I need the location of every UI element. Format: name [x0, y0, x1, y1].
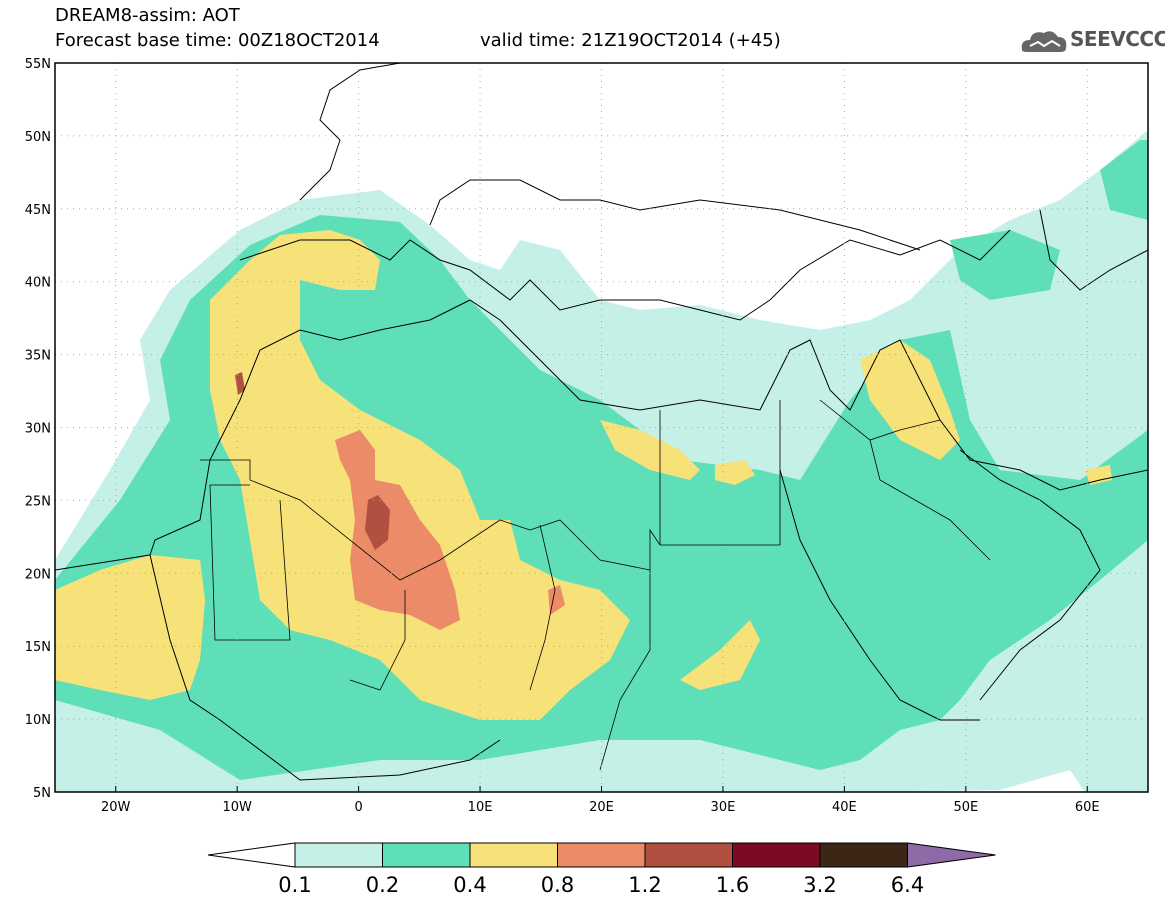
logo-text: SEEVCCC	[1070, 27, 1165, 51]
colorbar-level-label: 0.2	[366, 873, 399, 897]
colorbar-level-label: 1.2	[628, 873, 661, 897]
lat-tick-label: 15N	[25, 640, 51, 655]
coastlines	[55, 63, 1148, 781]
lat-tick-label: 50N	[25, 130, 51, 145]
lat-tick-label: 55N	[25, 57, 51, 72]
colorbar-level-label: 0.1	[278, 873, 311, 897]
latitude-labels: 55N 50N 45N 40N 35N 30N 25N 20N 15N 10N 5N	[25, 57, 51, 801]
aot-shading	[55, 63, 1148, 792]
aot-level-0-4	[55, 230, 1112, 720]
lon-tick-label: 20W	[101, 800, 131, 815]
colorbar-swatch	[819, 842, 908, 868]
lon-tick-label: 40E	[832, 800, 857, 815]
forecast-base-time: Forecast base time: 00Z18OCT2014	[55, 30, 380, 51]
colorbar-high-triangle	[907, 842, 996, 868]
lon-tick-label: 10W	[222, 800, 252, 815]
lon-tick-label: 10E	[468, 800, 493, 815]
country-borders	[200, 399, 991, 771]
colorbar-level-label: 1.6	[716, 873, 749, 897]
longitude-labels: 20W 10W 0 10E 20E 30E 40E 50E 60E	[101, 786, 1100, 815]
lon-tick-label: 60E	[1075, 800, 1100, 815]
colorbar-level-label: 3.2	[803, 873, 836, 897]
lat-tick-label: 10N	[25, 713, 51, 728]
colorbar: 0.1 0.2 0.4 0.8 1.2 1.6 3.2 6.4	[207, 842, 996, 897]
aot-level-0-8	[335, 430, 565, 630]
lon-tick-label: 20E	[589, 800, 614, 815]
lat-tick-label: 20N	[25, 567, 51, 582]
map-title: DREAM8-assim: AOT	[55, 5, 240, 26]
lon-tick-label: 0	[354, 800, 362, 815]
lat-tick-label: 25N	[25, 494, 51, 509]
colorbar-swatch	[557, 842, 646, 868]
colorbar-low-triangle	[207, 842, 296, 868]
lat-tick-label: 40N	[25, 276, 51, 291]
valid-time: valid time: 21Z19OCT2014 (+45)	[480, 30, 781, 51]
lat-tick-label: 45N	[25, 203, 51, 218]
aot-level-1-2	[235, 372, 390, 550]
colorbar-level-label: 0.4	[453, 873, 486, 897]
colorbar-swatch	[382, 842, 471, 868]
lat-tick-label: 35N	[25, 349, 51, 364]
colorbar-level-label: 0.8	[541, 873, 574, 897]
colorbar-level-label: 6.4	[891, 873, 924, 897]
cloud-logo-icon	[1021, 31, 1067, 52]
lat-tick-label: 30N	[25, 422, 51, 437]
colorbar-swatch	[732, 842, 821, 868]
lon-tick-label: 30E	[711, 800, 736, 815]
colorbar-swatch	[644, 842, 733, 868]
colorbar-swatch	[469, 842, 558, 868]
lat-tick-label: 5N	[33, 786, 51, 801]
colorbar-swatch	[294, 842, 383, 868]
lon-tick-label: 50E	[953, 800, 978, 815]
